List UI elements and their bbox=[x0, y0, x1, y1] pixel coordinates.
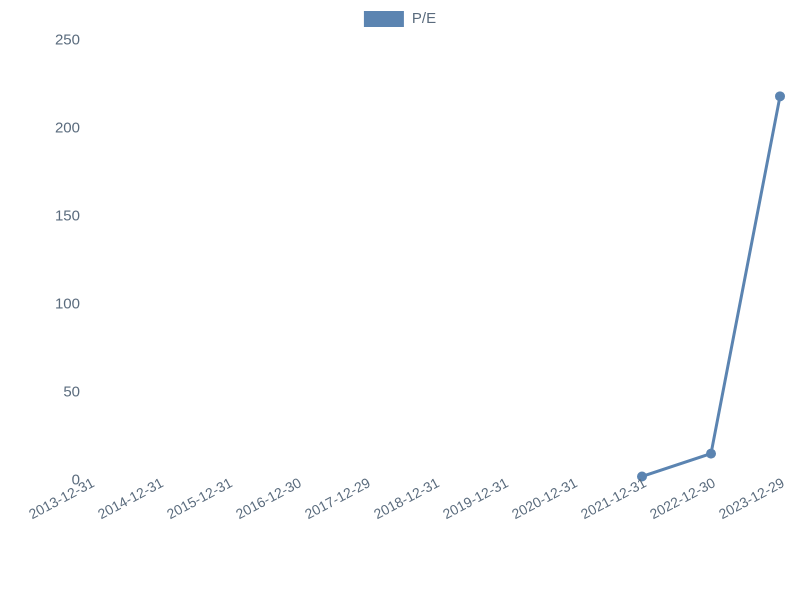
x-tick: 2017-12-29 bbox=[302, 474, 373, 522]
x-tick: 2016-12-30 bbox=[233, 474, 304, 522]
y-tick: 100 bbox=[40, 296, 80, 313]
y-tick: 250 bbox=[40, 32, 80, 49]
x-tick: 2023-12-29 bbox=[716, 474, 787, 522]
legend: P/E bbox=[364, 10, 436, 27]
y-tick: 200 bbox=[40, 120, 80, 137]
pe-chart: P/E 0501001502002502013-12-312014-12-312… bbox=[0, 0, 800, 600]
y-tick: 150 bbox=[40, 208, 80, 225]
data-point bbox=[775, 91, 785, 101]
legend-label: P/E bbox=[412, 10, 436, 27]
x-tick: 2019-12-31 bbox=[440, 474, 511, 522]
x-tick: 2022-12-30 bbox=[647, 474, 718, 522]
x-tick: 2018-12-31 bbox=[371, 474, 442, 522]
series-line bbox=[642, 96, 780, 476]
x-tick: 2015-12-31 bbox=[164, 474, 235, 522]
x-tick: 2020-12-31 bbox=[509, 474, 580, 522]
x-tick: 2021-12-31 bbox=[578, 474, 649, 522]
x-tick: 2014-12-31 bbox=[95, 474, 166, 522]
y-tick: 50 bbox=[40, 384, 80, 401]
chart-svg bbox=[90, 40, 780, 480]
plot-area: 0501001502002502013-12-312014-12-312015-… bbox=[90, 40, 780, 480]
data-point bbox=[706, 449, 716, 459]
legend-swatch bbox=[364, 11, 404, 27]
